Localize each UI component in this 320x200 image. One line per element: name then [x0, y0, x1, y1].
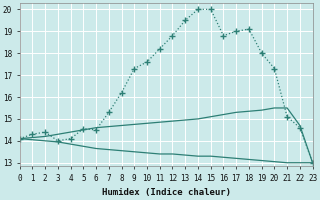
X-axis label: Humidex (Indice chaleur): Humidex (Indice chaleur)	[102, 188, 231, 197]
